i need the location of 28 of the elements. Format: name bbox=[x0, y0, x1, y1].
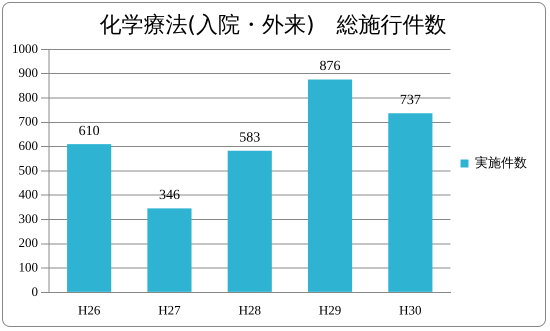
data-label: 346 bbox=[158, 188, 180, 203]
bar bbox=[388, 113, 432, 292]
x-tick-label: H29 bbox=[318, 302, 342, 318]
data-label: 876 bbox=[320, 59, 341, 74]
chart-title: 化学療法(入院・外来) 総施行件数 bbox=[99, 12, 447, 38]
y-tick-label: 300 bbox=[18, 210, 38, 226]
y-tick-label: 500 bbox=[18, 162, 38, 178]
bar bbox=[147, 208, 192, 292]
data-label: 610 bbox=[78, 124, 100, 139]
y-tick-label: 1000 bbox=[12, 40, 38, 56]
bar bbox=[308, 80, 352, 292]
x-tick-label: H28 bbox=[238, 302, 261, 318]
bar bbox=[67, 144, 112, 292]
x-tick-label: H26 bbox=[78, 302, 101, 318]
y-tick-label: 200 bbox=[18, 235, 38, 250]
y-tick-label: 400 bbox=[18, 186, 38, 202]
data-label: 583 bbox=[239, 130, 260, 146]
bar bbox=[228, 150, 272, 292]
y-tick-label: 600 bbox=[18, 138, 38, 154]
x-tick-label: H30 bbox=[399, 302, 422, 318]
data-label: 737 bbox=[400, 92, 421, 108]
y-tick-label: 700 bbox=[18, 114, 38, 129]
x-tick-label: H27 bbox=[158, 302, 182, 318]
y-tick-label: 800 bbox=[18, 89, 38, 104]
legend-label: 実施件数 bbox=[475, 154, 527, 171]
y-tick-label: 900 bbox=[18, 65, 38, 80]
y-tick-label: 0 bbox=[32, 284, 38, 299]
y-tick-label: 100 bbox=[18, 260, 38, 275]
